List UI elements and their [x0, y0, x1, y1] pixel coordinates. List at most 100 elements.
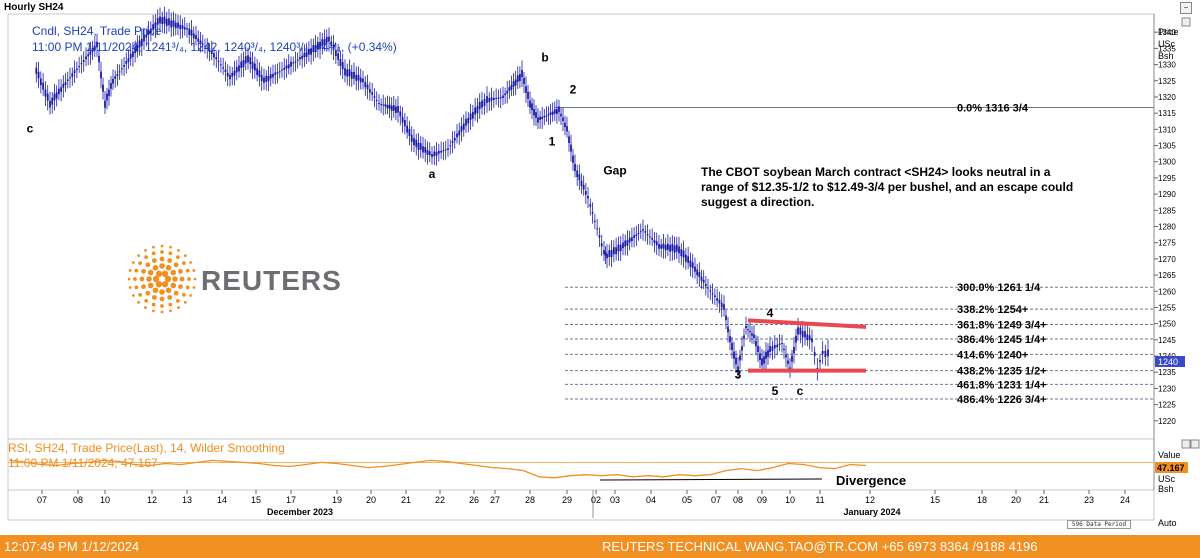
candle-body [375, 99, 378, 101]
candle-body [82, 60, 85, 62]
rsi-axis-title-1: Value [1158, 450, 1180, 460]
price-tick-label: 1300 [1158, 158, 1176, 167]
logo-dot [178, 268, 183, 274]
candle-body [371, 92, 374, 95]
candle-body [637, 232, 640, 234]
logo-dot [161, 280, 169, 288]
wave-label: 4 [767, 306, 774, 320]
logo-dot [147, 269, 154, 276]
candle-body [684, 254, 687, 262]
candle-body [140, 38, 143, 46]
candle-body [700, 276, 703, 281]
time-tick-label: 26 [469, 495, 479, 505]
price-tick-label: 1275 [1158, 239, 1176, 248]
price-tick-label: 1325 [1158, 77, 1176, 86]
logo-dot [132, 294, 135, 297]
candle-body [87, 54, 90, 57]
candle-body [811, 338, 813, 343]
minimize-button[interactable]: − [1180, 2, 1192, 14]
time-tick-label: 12 [865, 495, 875, 505]
price-tick-label: 1330 [1158, 61, 1176, 70]
candle-body [96, 41, 98, 48]
candle-body [691, 262, 694, 269]
candle-body [170, 20, 173, 28]
candle-body [785, 355, 787, 358]
candle-body [514, 79, 517, 86]
candle-body [353, 71, 355, 79]
candle-body [419, 143, 422, 150]
candle-body [458, 130, 461, 136]
candle-body [767, 350, 769, 357]
candle-body [523, 77, 525, 85]
candle-body [199, 40, 202, 43]
logo-dot [141, 268, 146, 274]
candle-body [486, 96, 488, 103]
candle-body [382, 104, 385, 106]
candle-body [593, 220, 596, 222]
logo-dot [137, 254, 141, 258]
logo-dot [144, 298, 149, 303]
candle-body [165, 18, 168, 26]
candle-body [64, 82, 67, 85]
candle-body [506, 90, 509, 94]
candle-body [406, 125, 409, 133]
candle-body [600, 243, 603, 247]
last-price-marker [1155, 356, 1185, 367]
candle-body [604, 252, 607, 256]
logo-dot [151, 251, 156, 256]
logo-dot [134, 285, 139, 290]
candle-body [78, 66, 81, 68]
price-tick-label: 1225 [1158, 401, 1176, 410]
candle-body [366, 84, 369, 90]
month-label: December 2023 [267, 507, 333, 517]
candle-body [417, 142, 420, 150]
time-tick-label: 08 [733, 495, 743, 505]
candle-body [456, 133, 458, 138]
candle-body [469, 113, 472, 120]
candle-body [447, 148, 449, 150]
candle-body [75, 68, 78, 71]
candle-body [204, 46, 206, 48]
channel-lines [747, 318, 867, 373]
candle-body [781, 343, 783, 345]
logo-dot [167, 295, 173, 300]
candle-body [481, 100, 483, 108]
candle-body [689, 260, 692, 267]
candle-body [274, 72, 277, 75]
candle-body [415, 139, 418, 147]
candle-body [332, 44, 335, 51]
candle-body [388, 104, 391, 109]
price-tick-label: 1285 [1158, 206, 1176, 215]
candle-body [551, 111, 554, 115]
candle-body [357, 75, 360, 81]
candle-body [716, 298, 719, 301]
candle-body [208, 49, 211, 52]
candle-body [773, 344, 776, 349]
candle-body [474, 107, 477, 115]
logo-dot [189, 294, 192, 297]
divergence-label: Divergence [836, 473, 906, 488]
time-tick-label: 27 [490, 495, 500, 505]
logo-dot [138, 292, 143, 297]
divergence-line [599, 478, 823, 481]
candle-body [776, 344, 779, 348]
candle-body [37, 71, 40, 79]
candle-body [711, 293, 714, 295]
rsi-axis-title-2: USc [1158, 474, 1176, 484]
candle-body [224, 69, 227, 73]
rsi-axis-title-3: Bsh [1158, 484, 1174, 494]
candle-body [753, 334, 755, 338]
price-tick-label: 1305 [1158, 142, 1176, 151]
candle-body [539, 116, 541, 120]
panel-controls[interactable] [1181, 17, 1200, 449]
candle-body [330, 41, 333, 46]
logo-dot [159, 263, 165, 269]
logo-dot [152, 245, 155, 249]
logo-dot [145, 290, 151, 296]
logo-dot [169, 309, 172, 313]
candle-body [346, 69, 349, 77]
wave-label: b [541, 50, 548, 64]
candle-body [403, 119, 406, 127]
candle-body [451, 141, 454, 144]
time-tick-label: 19 [332, 495, 342, 505]
